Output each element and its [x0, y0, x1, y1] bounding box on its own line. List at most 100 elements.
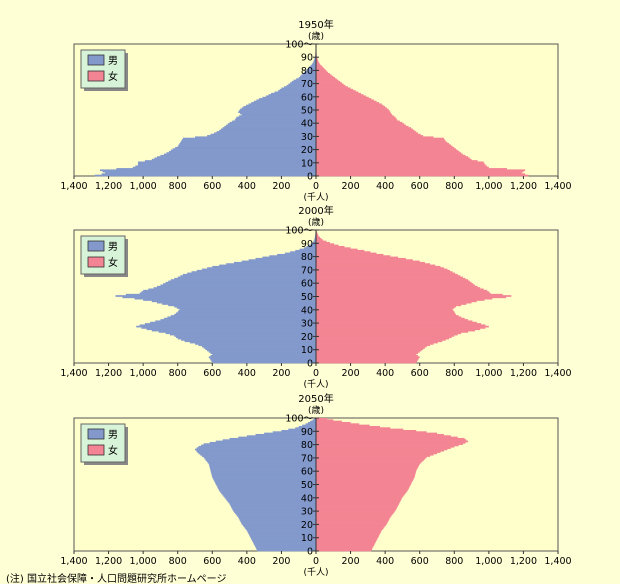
age-tick-label: 80 [301, 440, 313, 451]
age-tick-label: 70 [301, 453, 313, 464]
age-tick-label: 30 [301, 132, 313, 143]
x-axis-unit-label: (千人) [303, 379, 328, 390]
x-tick-label: 400 [238, 181, 256, 192]
x-tick-label: 400 [238, 556, 256, 567]
legend-swatch-2 [88, 257, 104, 267]
x-tick-label: 1,400 [544, 368, 571, 379]
x-tick-label: 1,000 [130, 181, 157, 192]
legend-label-1: 男 [108, 429, 118, 441]
age-tick-label: 50 [301, 480, 313, 491]
x-tick-label: 1,000 [130, 556, 157, 567]
x-tick-label: 1,200 [95, 556, 122, 567]
x-tick-label: 600 [203, 556, 221, 567]
x-tick-label: 1,200 [95, 368, 122, 379]
x-tick-label: 1,000 [130, 368, 157, 379]
legend-swatch-2 [88, 445, 104, 455]
legend: 男女 [81, 424, 128, 465]
age-tick-label: 30 [301, 507, 313, 518]
x-tick-label: 200 [342, 181, 360, 192]
x-tick-label: 200 [272, 368, 290, 379]
age-tick-label: 90 [301, 53, 313, 64]
x-tick-label: 200 [342, 556, 360, 567]
age-tick-label: 100〜 [285, 414, 313, 425]
age-tick-label: 100〜 [285, 40, 313, 51]
x-tick-label: 1,400 [60, 556, 87, 567]
x-tick-label: 1,400 [60, 181, 87, 192]
x-tick-label: 800 [169, 556, 187, 567]
x-tick-label: 1,000 [475, 368, 502, 379]
age-tick-label: 50 [301, 292, 313, 303]
age-tick-label: 70 [301, 265, 313, 276]
age-tick-label: 80 [301, 252, 313, 263]
legend-label-2: 女 [108, 70, 118, 83]
x-tick-label: 1,400 [544, 181, 571, 192]
age-tick-label: 90 [301, 239, 313, 250]
x-tick-label: 200 [272, 181, 290, 192]
x-tick-label: 800 [169, 368, 187, 379]
age-tick-label: 80 [301, 66, 313, 77]
x-tick-label: 800 [445, 368, 463, 379]
x-tick-label: 800 [445, 181, 463, 192]
x-tick-label: 0 [313, 181, 319, 192]
panel-title: 1950年 [298, 18, 333, 31]
legend: 男女 [81, 236, 128, 277]
x-tick-label: 1,200 [95, 181, 122, 192]
x-tick-label: 200 [342, 368, 360, 379]
x-tick-label: 1,400 [544, 556, 571, 567]
panel-title: 2000年 [298, 204, 333, 217]
age-tick-label: 90 [301, 427, 313, 438]
x-tick-label: 400 [376, 368, 394, 379]
x-tick-label: 400 [376, 181, 394, 192]
legend-label-2: 女 [108, 444, 118, 457]
x-tick-label: 200 [272, 556, 290, 567]
age-tick-label: 10 [301, 158, 313, 169]
legend-swatch-2 [88, 71, 104, 81]
age-tick-label: 10 [301, 533, 313, 544]
x-tick-label: 800 [445, 556, 463, 567]
legend-label-2: 女 [108, 256, 118, 269]
age-tick-label: 60 [301, 279, 313, 290]
age-tick-label: 60 [301, 92, 313, 103]
x-tick-label: 1,000 [475, 181, 502, 192]
x-tick-label: 0 [313, 556, 319, 567]
age-tick-label: 10 [301, 345, 313, 356]
x-tick-label: 1,200 [510, 368, 537, 379]
legend-swatch-1 [88, 55, 104, 65]
age-tick-label: 20 [301, 332, 313, 343]
x-tick-label: 400 [238, 368, 256, 379]
age-tick-label: 40 [301, 119, 313, 130]
x-tick-label: 400 [376, 556, 394, 567]
x-tick-label: 600 [411, 368, 429, 379]
age-tick-label: 40 [301, 493, 313, 504]
x-axis-unit-label: (千人) [303, 567, 328, 578]
legend-swatch-1 [88, 429, 104, 439]
x-tick-label: 600 [203, 368, 221, 379]
age-tick-label: 50 [301, 106, 313, 117]
legend-label-1: 男 [108, 55, 118, 67]
panel-title: 2050年 [298, 392, 333, 405]
x-tick-label: 800 [169, 181, 187, 192]
age-tick-label: 20 [301, 520, 313, 531]
x-axis-unit-label: (千人) [303, 192, 328, 203]
x-tick-label: 1,000 [475, 556, 502, 567]
age-tick-label: 70 [301, 79, 313, 90]
legend-swatch-1 [88, 241, 104, 251]
x-tick-label: 1,400 [60, 368, 87, 379]
x-tick-label: 0 [313, 368, 319, 379]
legend-label-1: 男 [108, 241, 118, 253]
age-tick-label: 20 [301, 145, 313, 156]
x-tick-label: 1,200 [510, 181, 537, 192]
x-tick-label: 600 [411, 556, 429, 567]
x-tick-label: 600 [203, 181, 221, 192]
age-tick-label: 60 [301, 467, 313, 478]
legend: 男女 [81, 50, 128, 91]
age-tick-label: 100〜 [285, 226, 313, 237]
x-tick-label: 1,200 [510, 556, 537, 567]
age-tick-label: 30 [301, 319, 313, 330]
age-tick-label: 40 [301, 305, 313, 316]
